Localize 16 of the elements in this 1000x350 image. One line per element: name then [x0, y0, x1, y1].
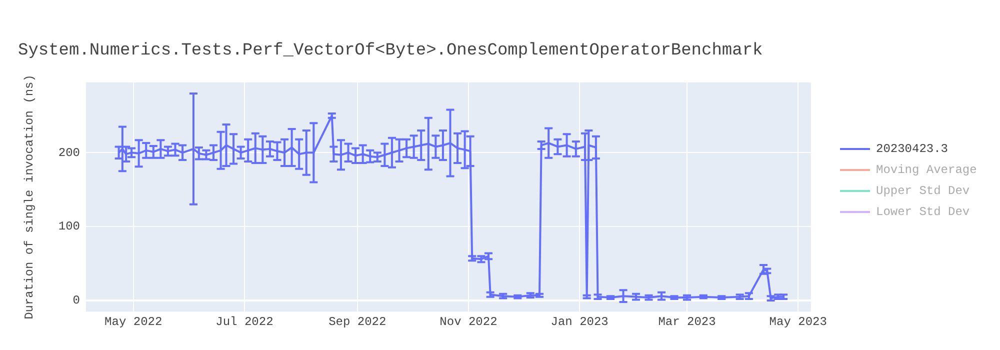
x-tick-label: May 2023 — [769, 314, 827, 329]
legend-label: 20230423.3 — [876, 142, 948, 156]
x-tick-label: Jan 2023 — [550, 314, 608, 329]
x-tick-label: Mar 2023 — [658, 314, 716, 329]
legend-label: Upper Std Dev — [876, 184, 970, 198]
legend-label: Lower Std Dev — [876, 204, 970, 218]
y-tick-label: 0 — [72, 294, 80, 308]
y-tick-label: 200 — [58, 146, 80, 160]
x-tick-label: Jul 2022 — [216, 314, 274, 329]
chart-title: System.Numerics.Tests.Perf_VectorOf<Byte>.OnesComplementOperatorBenchmark — [18, 42, 763, 61]
y-tick-label: 100 — [58, 220, 80, 234]
legend-label: Moving Average — [876, 162, 977, 176]
y-axis-title: Duration of single invocation (ns) — [22, 74, 36, 320]
x-tick-label: Nov 2022 — [440, 314, 498, 329]
x-tick-label: Sep 2022 — [328, 314, 386, 329]
x-tick-label: May 2022 — [104, 314, 162, 329]
